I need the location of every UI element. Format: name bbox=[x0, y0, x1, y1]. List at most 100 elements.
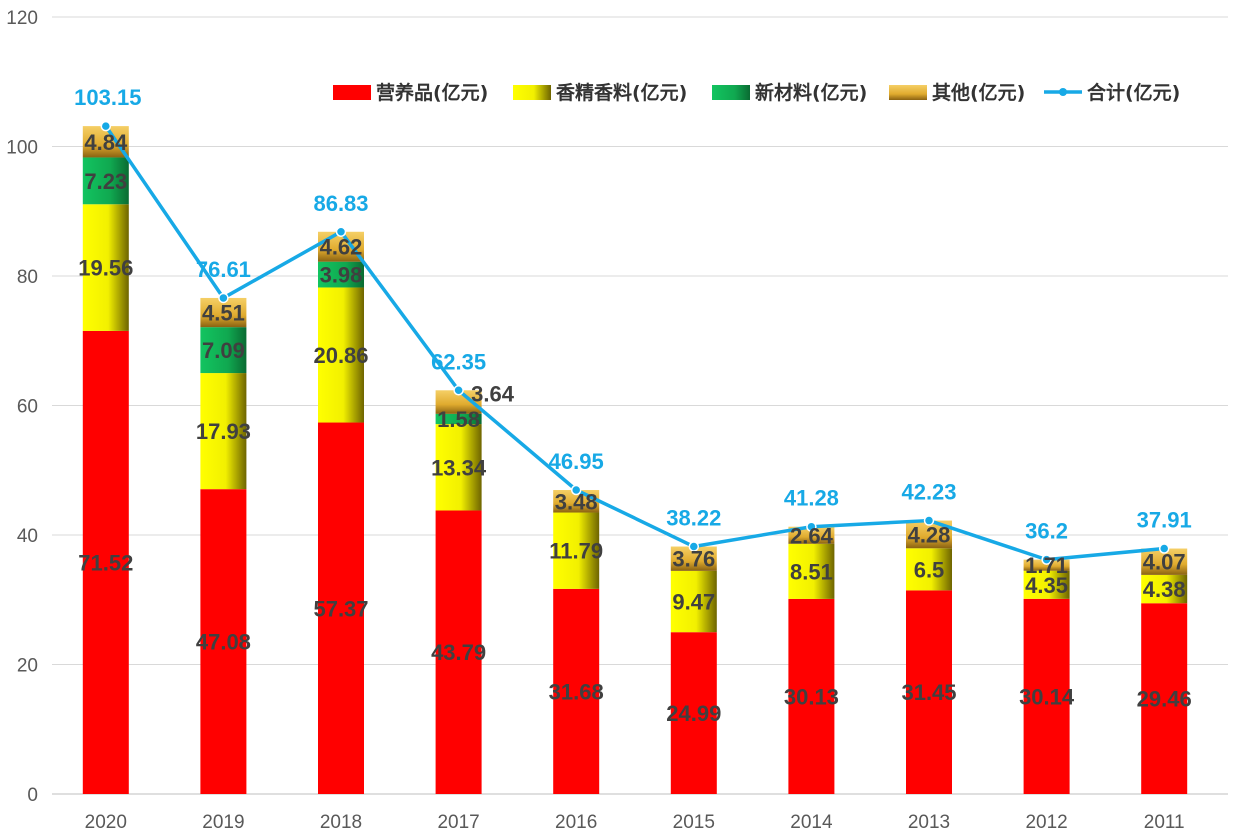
y-axis: 0 20 40 60 80 100 120 bbox=[6, 8, 38, 806]
total-point-2013 bbox=[923, 515, 935, 526]
label-flavor-2017: 13.34 bbox=[431, 455, 487, 480]
label-newmaterial-2019: 7.09 bbox=[202, 338, 245, 363]
label-nutrition-2017: 43.79 bbox=[431, 640, 486, 665]
total-label-2019: 76.61 bbox=[196, 257, 251, 282]
label-other-2013: 4.28 bbox=[908, 522, 951, 547]
bar-flavor-2012 bbox=[1023, 570, 1070, 599]
y-tick-label-60: 60 bbox=[17, 397, 38, 418]
bar-nutrition-2019 bbox=[200, 489, 247, 794]
bar-nutrition-2017 bbox=[435, 510, 482, 794]
x-tick-label-2019: 2019 bbox=[202, 812, 244, 833]
total-label-2011: 37.91 bbox=[1137, 508, 1192, 533]
total-label-2013: 42.23 bbox=[901, 480, 956, 505]
bar-flavor-2017 bbox=[435, 424, 482, 511]
bar-flavor-2013 bbox=[906, 548, 952, 591]
legend-swatch-newmaterial bbox=[712, 85, 750, 100]
total-label-2015: 38.22 bbox=[666, 506, 721, 531]
label-other-2011: 4.07 bbox=[1143, 550, 1186, 575]
y-tick-label-20: 20 bbox=[17, 656, 38, 677]
bar-nutrition-2013 bbox=[906, 590, 952, 794]
bar-newmaterial-2019 bbox=[200, 327, 247, 374]
legend: 营养品(亿元) 香精香料(亿元) 新材料(亿元) 其他(亿元) 合计(亿元) bbox=[333, 81, 1180, 104]
x-tick-label-2012: 2012 bbox=[1025, 812, 1067, 833]
total-label-2018: 86.83 bbox=[313, 191, 368, 216]
y-tick-label-40: 40 bbox=[17, 526, 38, 547]
y-tick-label-0: 0 bbox=[27, 785, 38, 806]
total-label-2012: 36.2 bbox=[1025, 519, 1068, 544]
bar-nutrition-2014 bbox=[788, 598, 835, 794]
bar-flavor-2011 bbox=[1141, 574, 1188, 604]
y-tick-label-100: 100 bbox=[6, 138, 38, 159]
label-flavor-2020: 19.56 bbox=[78, 256, 133, 281]
total-point-2015 bbox=[688, 541, 700, 552]
legend-label-nutrition: 营养品(亿元) bbox=[376, 81, 488, 104]
label-flavor-2014: 8.51 bbox=[790, 559, 833, 584]
label-nutrition-2019: 47.08 bbox=[196, 630, 251, 655]
label-other-2012: 1.71 bbox=[1025, 553, 1068, 578]
label-flavor-2018: 20.86 bbox=[313, 343, 368, 368]
label-nutrition-2012: 30.14 bbox=[1019, 684, 1075, 709]
label-nutrition-2020: 71.52 bbox=[78, 550, 133, 575]
label-other-2020: 4.84 bbox=[84, 130, 128, 155]
bar-newmaterial-2018 bbox=[318, 261, 364, 288]
total-label-2014: 41.28 bbox=[784, 486, 839, 511]
legend-swatch-nutrition bbox=[333, 85, 371, 100]
bar-flavor-2014 bbox=[788, 543, 835, 599]
bar-flavor-2019 bbox=[200, 373, 247, 490]
x-tick-label-2011: 2011 bbox=[1144, 812, 1185, 833]
label-newmaterial-2018: 3.98 bbox=[320, 263, 363, 288]
legend-item-total: 合计(亿元) bbox=[1044, 81, 1180, 104]
gridlines bbox=[52, 16, 1228, 795]
label-other-2016: 3.48 bbox=[555, 489, 598, 514]
x-tick-label-2015: 2015 bbox=[673, 812, 715, 833]
y-tick-label-80: 80 bbox=[17, 267, 38, 288]
bar-other-2017 bbox=[435, 390, 482, 414]
label-other-2017: 3.64 bbox=[471, 382, 515, 407]
label-nutrition-2018: 57.37 bbox=[313, 596, 368, 621]
legend-label-total: 合计(亿元) bbox=[1087, 81, 1180, 104]
total-point-2018 bbox=[335, 226, 347, 238]
total-point-2019 bbox=[218, 292, 229, 304]
bars bbox=[82, 126, 1188, 794]
label-flavor-2016: 11.79 bbox=[549, 539, 603, 564]
bar-flavor-2018 bbox=[318, 287, 364, 423]
y-tick-label-120: 120 bbox=[6, 8, 38, 29]
total-point-2011 bbox=[1158, 543, 1170, 554]
legend-item-other: 其他(亿元) bbox=[889, 81, 1025, 104]
legend-marker-total bbox=[1059, 88, 1067, 96]
bar-nutrition-2012 bbox=[1023, 598, 1070, 794]
label-other-2019: 4.51 bbox=[202, 301, 245, 326]
label-newmaterial-2017: 1.58 bbox=[437, 407, 480, 432]
total-point-2017 bbox=[453, 385, 464, 396]
label-other-2018: 4.62 bbox=[320, 235, 363, 260]
x-tick-label-2020: 2020 bbox=[85, 812, 127, 833]
legend-label-other: 其他(亿元) bbox=[932, 81, 1025, 104]
legend-label-newmaterial: 新材料(亿元) bbox=[755, 81, 867, 104]
total-point-2014 bbox=[806, 521, 817, 532]
legend-label-flavor: 香精香料(亿元) bbox=[555, 81, 687, 104]
label-other-2015: 3.76 bbox=[672, 547, 715, 572]
total-point-2016 bbox=[570, 484, 582, 496]
label-nutrition-2016: 31.68 bbox=[549, 679, 604, 704]
total-point-2012 bbox=[1041, 554, 1052, 565]
total-label-2016: 46.95 bbox=[549, 449, 604, 474]
bar-newmaterial-2017 bbox=[435, 413, 482, 425]
total-point-2020 bbox=[100, 120, 112, 132]
bar-nutrition-2020 bbox=[82, 330, 129, 794]
x-tick-label-2017: 2017 bbox=[437, 812, 479, 833]
x-axis: 2020 2019 2018 2017 2016 2015 2014 2013 2012 2011 bbox=[85, 812, 1185, 833]
bar-nutrition-2011 bbox=[1141, 603, 1188, 794]
x-tick-label-2013: 2013 bbox=[908, 812, 950, 833]
legend-swatch-other bbox=[889, 85, 927, 100]
total-line bbox=[100, 120, 1170, 565]
data-labels: 71.52 19.56 7.23 4.84 47.08 17.93 7.09 4.51 57.3… bbox=[74, 85, 1192, 726]
label-flavor-2015: 9.47 bbox=[672, 590, 715, 615]
bar-flavor-2016 bbox=[553, 512, 600, 589]
label-nutrition-2013: 31.45 bbox=[901, 680, 956, 705]
total-label-2017: 62.35 bbox=[431, 349, 486, 374]
bar-other-2012 bbox=[1023, 559, 1070, 571]
label-newmaterial-2020: 7.23 bbox=[84, 169, 127, 194]
bar-flavor-2015 bbox=[670, 570, 717, 633]
bar-newmaterial-2020 bbox=[82, 157, 129, 205]
x-tick-label-2018: 2018 bbox=[320, 812, 362, 833]
